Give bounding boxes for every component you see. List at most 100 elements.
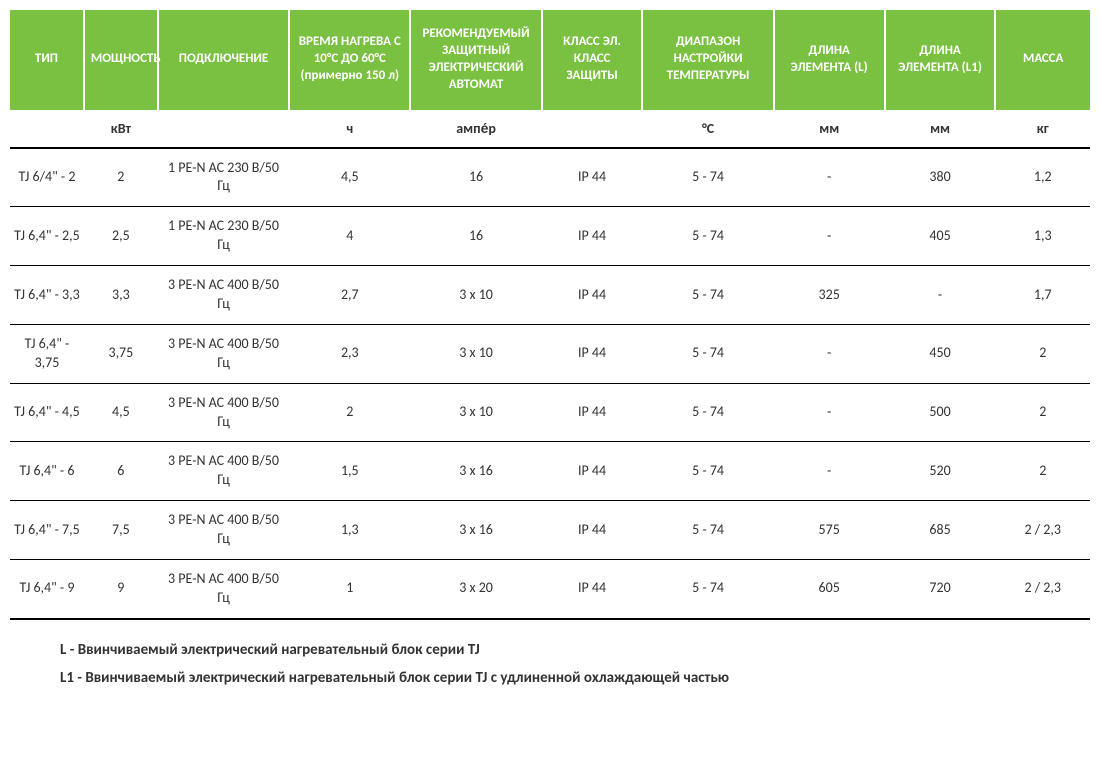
cell-heat: 1,3 [289,501,410,560]
cell-fuse: 3 x 16 [410,501,541,560]
unit-l: мм [774,110,885,148]
cell-type: TJ 6,4" - 4,5 [10,383,84,442]
cell-fuse: 16 [410,148,541,207]
cell-ip: IP 44 [542,442,643,501]
cell-fuse: 3 x 10 [410,324,541,383]
cell-l: - [774,442,885,501]
table-row: TJ 6,4" - 3,75 3,75 3 PE-N AC 400 В/50 Г… [10,324,1090,383]
cell-mass: 2 / 2,3 [995,501,1090,560]
cell-conn: 3 PE-N AC 400 В/50 Гц [158,442,289,501]
cell-mass: 1,7 [995,266,1090,325]
cell-heat: 2,3 [289,324,410,383]
cell-l1: 520 [885,442,996,501]
cell-power: 3,3 [84,266,158,325]
cell-fuse: 16 [410,207,541,266]
footnote-l1: L1 - Ввинчиваемый электрический нагреват… [60,666,1050,690]
cell-temp: 5 - 74 [642,383,773,442]
cell-ip: IP 44 [542,148,643,207]
table-row: TJ 6,4" - 7,5 7,5 3 PE-N AC 400 В/50 Гц … [10,501,1090,560]
cell-temp: 5 - 74 [642,442,773,501]
cell-l: - [774,324,885,383]
cell-type: TJ 6,4" - 9 [10,560,84,619]
cell-l: - [774,383,885,442]
cell-ip: IP 44 [542,501,643,560]
table-row: TJ 6,4" - 9 9 3 PE-N AC 400 В/50 Гц 1 3 … [10,560,1090,619]
table-row: TJ 6,4" - 4,5 4,5 3 PE-N AC 400 В/50 Гц … [10,383,1090,442]
cell-l: 575 [774,501,885,560]
table-row: TJ 6/4" - 2 2 1 PE-N AC 230 В/50 Гц 4,5 … [10,148,1090,207]
cell-l1: 685 [885,501,996,560]
cell-conn: 1 PE-N AC 230 В/50 Гц [158,207,289,266]
cell-l: 605 [774,560,885,619]
col-header-temp: ДИАПАЗОН НАСТРОЙКИ ТЕМПЕРАТУРЫ [642,10,773,110]
cell-temp: 5 - 74 [642,266,773,325]
cell-l: 325 [774,266,885,325]
cell-temp: 5 - 74 [642,207,773,266]
footnote-l: L - Ввинчиваемый электрический нагревате… [60,638,1050,662]
units-row: кВт ч ампе́р °C мм мм кг [10,110,1090,148]
cell-type: TJ 6,4" - 3,75 [10,324,84,383]
cell-fuse: 3 x 10 [410,266,541,325]
cell-conn: 3 PE-N AC 400 В/50 Гц [158,501,289,560]
cell-conn: 3 PE-N AC 400 В/50 Гц [158,383,289,442]
cell-l1: 405 [885,207,996,266]
cell-power: 6 [84,442,158,501]
col-header-ip: КЛАСС ЭЛ. КЛАСС ЗАЩИТЫ [542,10,643,110]
cell-heat: 2 [289,383,410,442]
cell-type: TJ 6,4" - 3,3 [10,266,84,325]
col-header-mass: МАССА [995,10,1090,110]
table-row: TJ 6,4" - 6 6 3 PE-N AC 400 В/50 Гц 1,5 … [10,442,1090,501]
table-row: TJ 6,4" - 3,3 3,3 3 PE-N AC 400 В/50 Гц … [10,266,1090,325]
unit-l1: мм [885,110,996,148]
cell-l: - [774,207,885,266]
cell-conn: 3 PE-N AC 400 В/50 Гц [158,324,289,383]
cell-fuse: 3 x 10 [410,383,541,442]
col-header-conn: ПОДКЛЮЧЕНИЕ [158,10,289,110]
cell-mass: 2 [995,383,1090,442]
cell-ip: IP 44 [542,266,643,325]
cell-power: 3,75 [84,324,158,383]
cell-power: 9 [84,560,158,619]
cell-mass: 1,2 [995,148,1090,207]
cell-heat: 4 [289,207,410,266]
cell-l1: - [885,266,996,325]
cell-ip: IP 44 [542,560,643,619]
cell-power: 2,5 [84,207,158,266]
cell-type: TJ 6,4" - 2,5 [10,207,84,266]
cell-l: - [774,148,885,207]
cell-type: TJ 6,4" - 7,5 [10,501,84,560]
cell-temp: 5 - 74 [642,560,773,619]
unit-ip [542,110,643,148]
cell-heat: 2,7 [289,266,410,325]
cell-mass: 2 [995,442,1090,501]
table-row: TJ 6,4" - 2,5 2,5 1 PE-N AC 230 В/50 Гц … [10,207,1090,266]
col-header-l1: ДЛИНА ЭЛЕМЕНТА (L1) [885,10,996,110]
col-header-fuse: РЕКОМЕНДУЕМЫЙ ЗАЩИТНЫЙ ЭЛЕКТРИЧЕСКИЙ АВТ… [410,10,541,110]
cell-temp: 5 - 74 [642,148,773,207]
cell-heat: 1,5 [289,442,410,501]
cell-temp: 5 - 74 [642,501,773,560]
unit-mass: кг [995,110,1090,148]
unit-conn [158,110,289,148]
cell-ip: IP 44 [542,383,643,442]
cell-ip: IP 44 [542,207,643,266]
cell-temp: 5 - 74 [642,324,773,383]
unit-type [10,110,84,148]
cell-heat: 4,5 [289,148,410,207]
cell-mass: 2 [995,324,1090,383]
cell-conn: 3 PE-N AC 400 В/50 Гц [158,560,289,619]
unit-temp: °C [642,110,773,148]
cell-fuse: 3 x 20 [410,560,541,619]
cell-power: 2 [84,148,158,207]
spec-table-wrap: ТИП МОЩНОСТЬ ПОДКЛЮЧЕНИЕ ВРЕМЯ НАГРЕВА С… [10,10,1090,690]
cell-power: 7,5 [84,501,158,560]
unit-power: кВт [84,110,158,148]
cell-heat: 1 [289,560,410,619]
col-header-power: МОЩНОСТЬ [84,10,158,110]
cell-type: TJ 6,4" - 6 [10,442,84,501]
cell-power: 4,5 [84,383,158,442]
cell-mass: 2 / 2,3 [995,560,1090,619]
cell-l1: 500 [885,383,996,442]
cell-ip: IP 44 [542,324,643,383]
footnotes: L - Ввинчиваемый электрический нагревате… [10,638,1090,690]
